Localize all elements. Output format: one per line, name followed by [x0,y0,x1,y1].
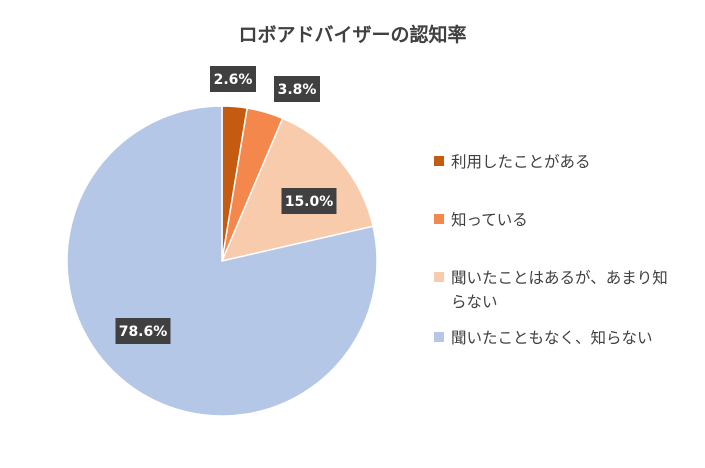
data-label-text: 78.6% [119,324,168,340]
data-label-box [115,318,171,344]
data-label-box [274,76,320,102]
chart-title: ロボアドバイザーの認知率 [238,24,467,46]
data-label-text: 15.0% [285,194,334,210]
legend-swatch-icon [434,332,444,342]
legend-item: 聞いたこともなく、知らない [434,326,691,350]
legend-label: 利用したことがある [451,153,591,171]
legend-label: 聞いたこともなく、知らない [451,329,653,347]
data-label: 3.8% [274,76,320,102]
legend-item: 知っている [434,208,691,232]
data-label-box [281,188,337,214]
data-label-text: 3.8% [278,82,317,98]
legend-swatch-icon [434,214,444,224]
legend-swatch-icon [434,272,444,282]
legend-label: 聞いたことはあるが、あまり知らない [451,269,668,311]
legend-swatch-icon [434,156,444,166]
data-label-text: 2.6% [214,72,253,88]
data-label: 78.6% [115,318,171,344]
data-label-box [210,66,256,92]
data-label: 15.0% [281,188,337,214]
legend-item: 聞いたことはあるが、あまり知らない [434,266,673,314]
legend-label: 知っている [451,211,528,229]
legend-item: 利用したことがある [434,150,691,174]
data-label: 2.6% [210,66,256,92]
